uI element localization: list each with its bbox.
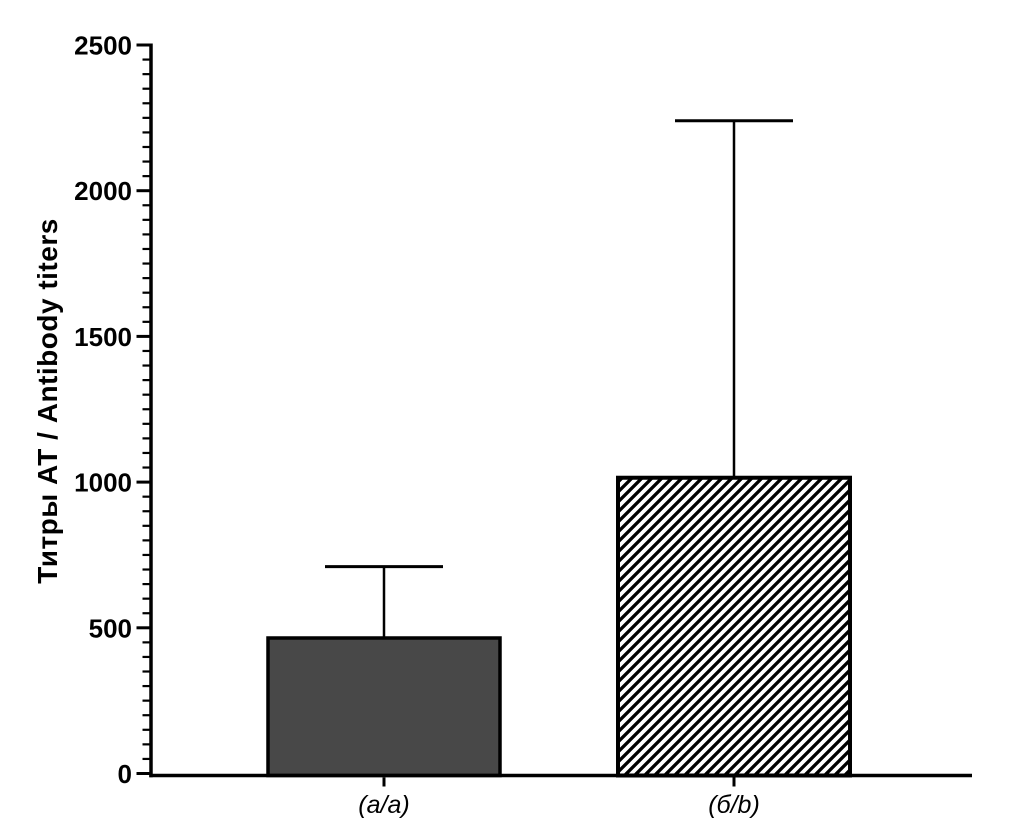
x-category-label-aa: (a/a)	[358, 791, 409, 819]
y-tick-label-500: 500	[89, 613, 132, 643]
y-tick-label-0: 0	[118, 759, 132, 789]
y-tick-label-1000: 1000	[74, 468, 132, 498]
y-tick-label-2000: 2000	[74, 176, 132, 206]
bar-bb	[616, 475, 852, 778]
y-axis-title: Титры АТ / Antibody titers	[32, 218, 63, 584]
bar-aa	[266, 636, 502, 778]
y-tick-label-2500: 2500	[74, 31, 132, 61]
y-tick-label-1500: 1500	[74, 322, 132, 352]
x-category-label-bb: (б/b)	[708, 791, 760, 819]
